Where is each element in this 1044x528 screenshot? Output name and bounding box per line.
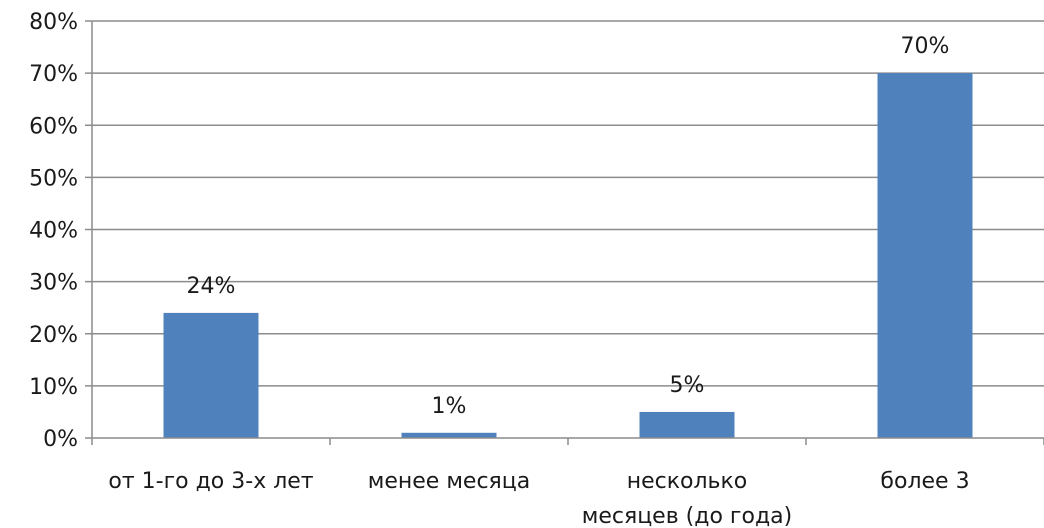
y-tick-label: 10% [29,375,78,400]
bar [877,73,973,438]
x-axis-category-labels: от 1-го до 3-х лет менее месяца несколько м… [108,469,969,528]
data-label: 5% [670,373,705,398]
bar [639,411,735,438]
y-tick-label: 30% [29,271,78,296]
bars [163,73,973,438]
y-tick-label: 70% [29,62,78,87]
y-tick-label: 80% [29,10,78,35]
category-label: от 1-го до 3-х лет [108,469,313,494]
data-label: 24% [187,274,236,299]
y-tick-label: 60% [29,114,78,139]
x-axis [91,437,1044,445]
y-tick-label: 20% [29,323,78,348]
category-label: менее месяца [368,469,531,494]
data-labels: 24% 1% 5% 70% [187,34,950,419]
bar [401,432,497,438]
data-label: 70% [901,34,950,59]
y-tick-label: 0% [43,427,78,452]
y-tick-label: 50% [29,166,78,191]
y-axis-tick-labels: 0% 10% 20% 30% 40% 50% 60% 70% 80% [29,10,78,452]
y-tick-label: 40% [29,219,78,244]
bar [163,312,259,438]
category-label: несколько месяцев (до года) [582,469,792,528]
data-label: 1% [432,394,467,419]
category-label: более 3 [880,469,969,494]
